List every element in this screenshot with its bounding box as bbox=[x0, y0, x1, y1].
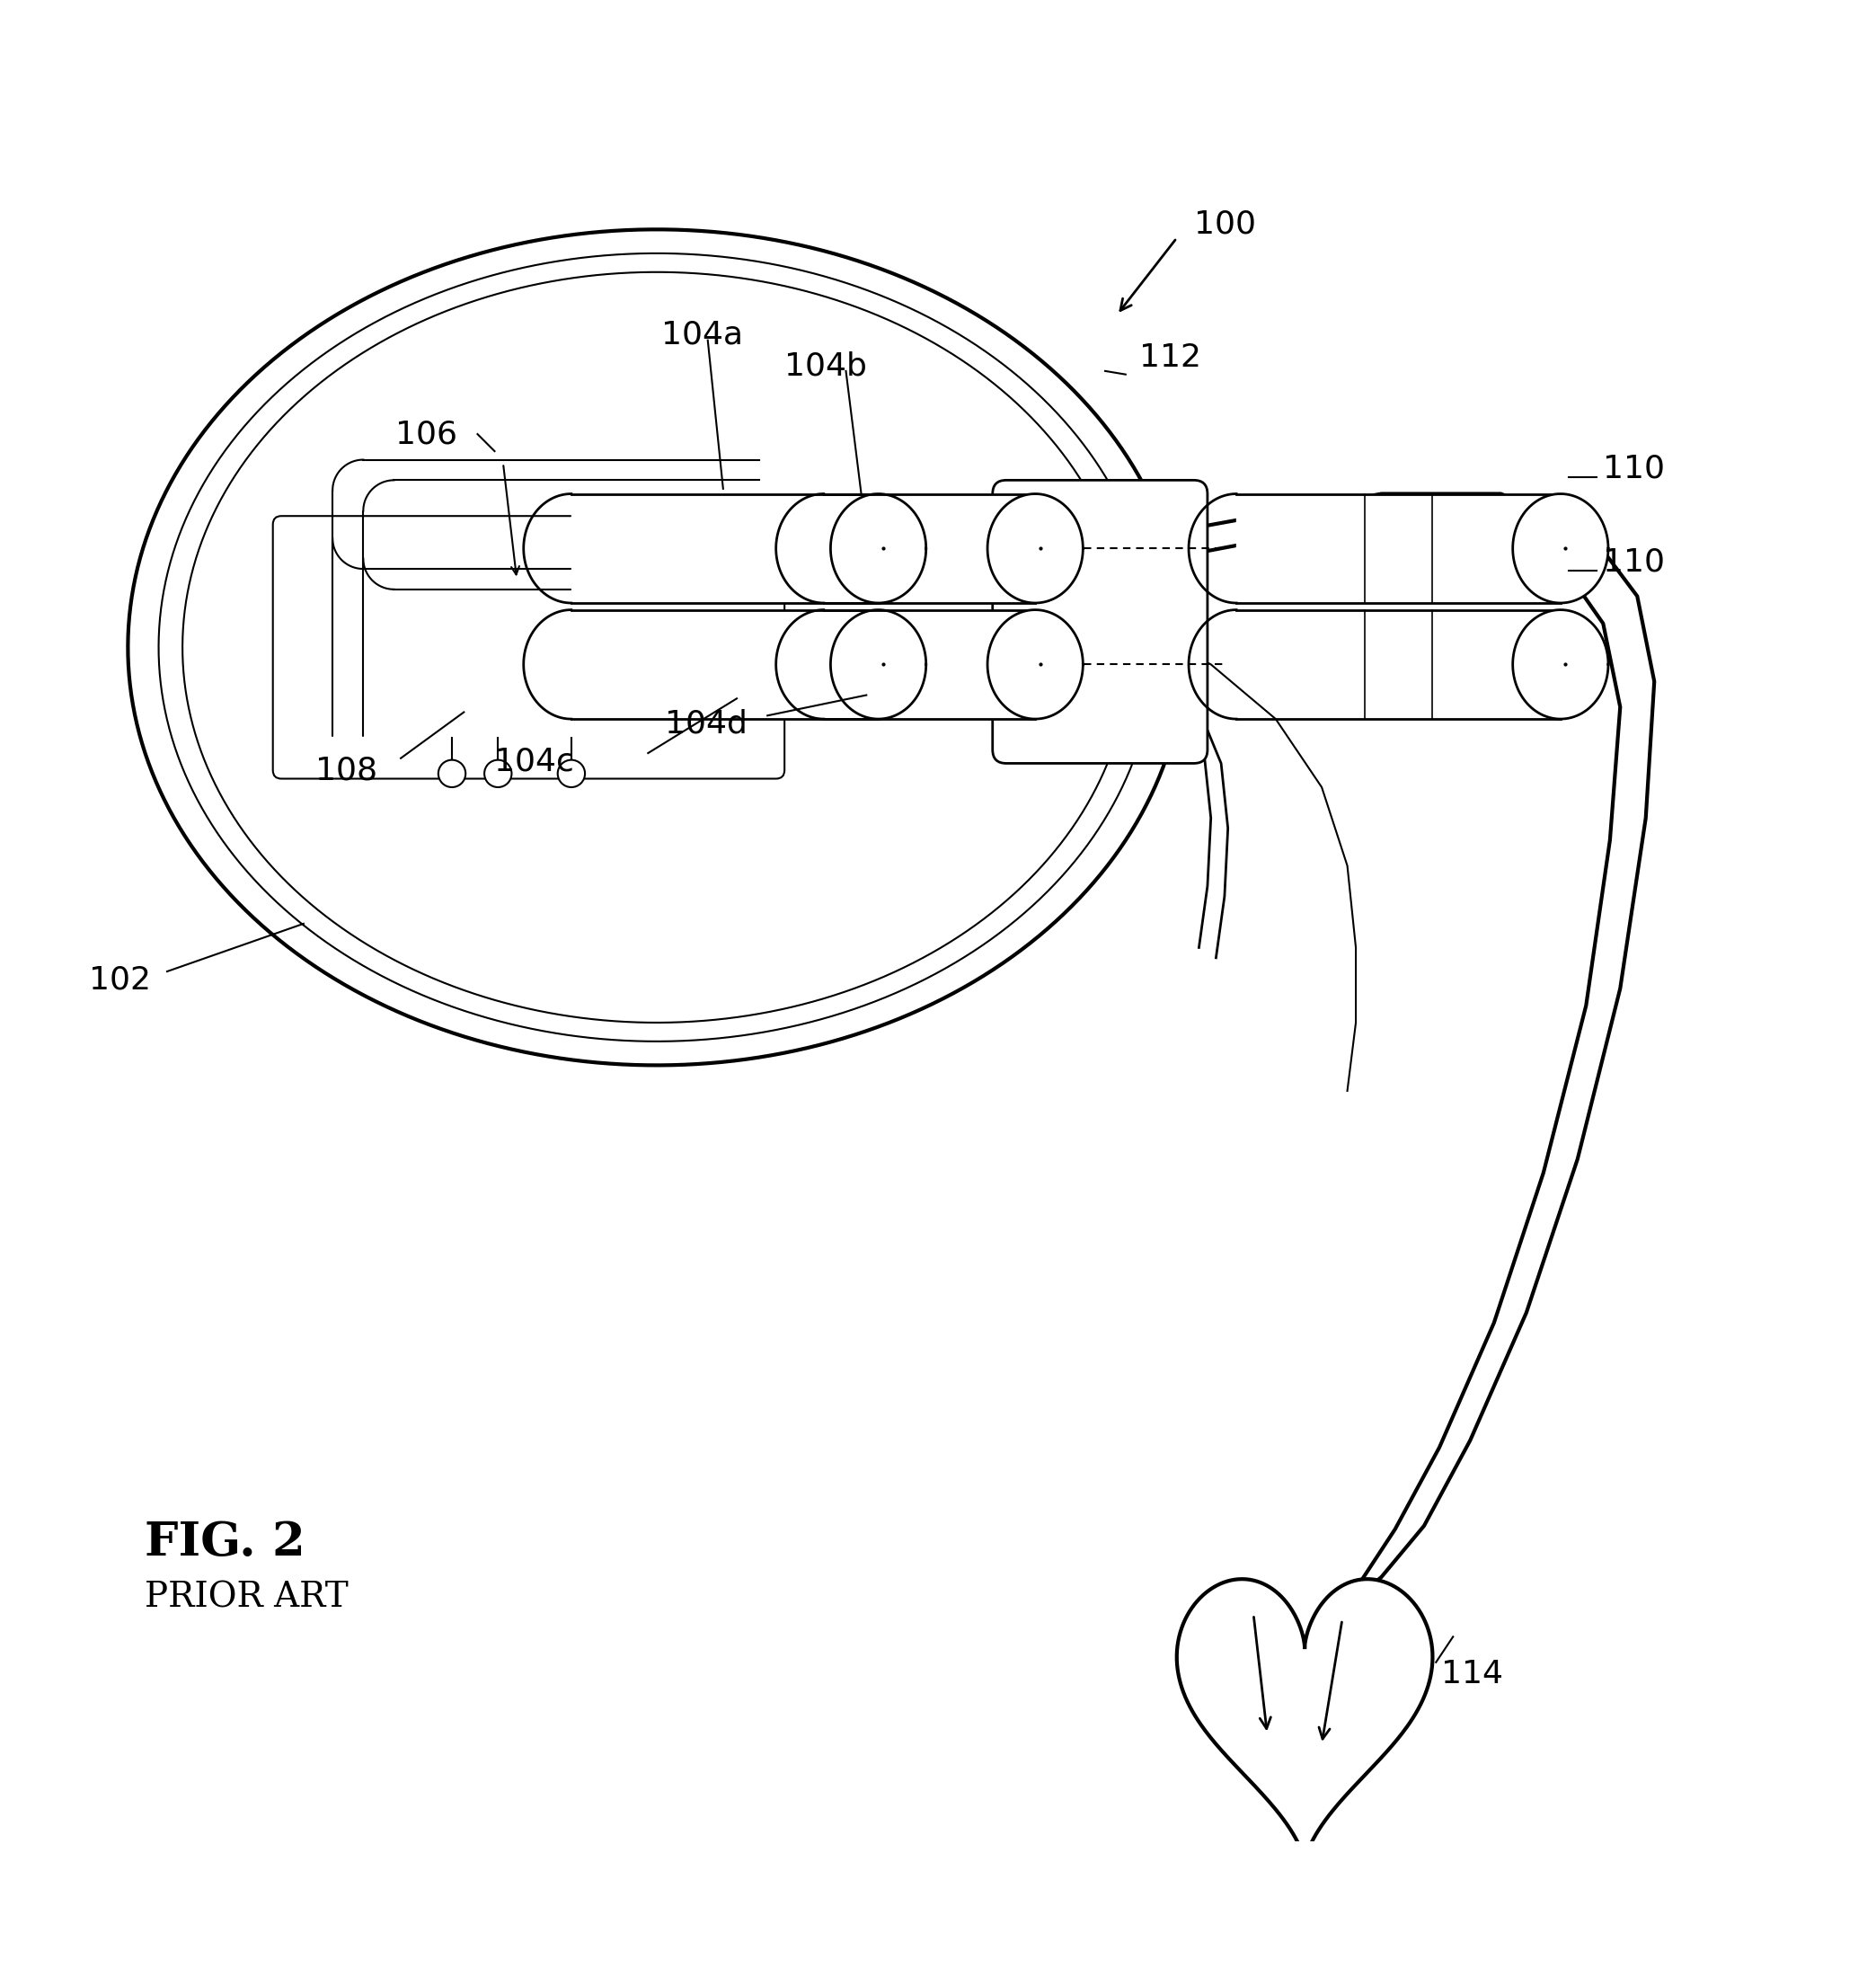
Polygon shape bbox=[824, 609, 1036, 720]
Circle shape bbox=[439, 759, 465, 787]
FancyBboxPatch shape bbox=[295, 538, 762, 757]
Circle shape bbox=[557, 759, 585, 787]
Text: 112: 112 bbox=[1139, 342, 1201, 372]
Text: 110: 110 bbox=[1604, 453, 1666, 484]
Polygon shape bbox=[1236, 609, 1561, 720]
Text: 104c: 104c bbox=[495, 747, 574, 777]
Text: 104b: 104b bbox=[784, 350, 867, 382]
FancyBboxPatch shape bbox=[992, 480, 1208, 763]
Circle shape bbox=[484, 759, 512, 787]
Text: FIG. 2: FIG. 2 bbox=[144, 1520, 306, 1566]
Polygon shape bbox=[128, 229, 1186, 1066]
Text: 108: 108 bbox=[315, 755, 377, 785]
Text: 100: 100 bbox=[1193, 210, 1255, 239]
Text: PRIOR ART: PRIOR ART bbox=[144, 1582, 349, 1613]
Polygon shape bbox=[831, 609, 927, 720]
Text: 114: 114 bbox=[1441, 1659, 1503, 1690]
Polygon shape bbox=[987, 609, 1082, 720]
Polygon shape bbox=[831, 494, 927, 603]
Polygon shape bbox=[572, 609, 878, 720]
Polygon shape bbox=[1512, 609, 1608, 720]
Text: 104d: 104d bbox=[666, 710, 749, 739]
Text: 102: 102 bbox=[88, 965, 150, 994]
Polygon shape bbox=[1512, 494, 1608, 603]
FancyBboxPatch shape bbox=[272, 516, 784, 779]
Polygon shape bbox=[987, 494, 1082, 603]
Polygon shape bbox=[1176, 1580, 1433, 1864]
Text: 110: 110 bbox=[1604, 548, 1666, 577]
Text: 104a: 104a bbox=[662, 320, 743, 350]
Polygon shape bbox=[572, 494, 878, 603]
Polygon shape bbox=[1236, 494, 1561, 603]
FancyBboxPatch shape bbox=[291, 534, 767, 761]
Polygon shape bbox=[824, 494, 1036, 603]
Text: 106: 106 bbox=[396, 419, 458, 449]
